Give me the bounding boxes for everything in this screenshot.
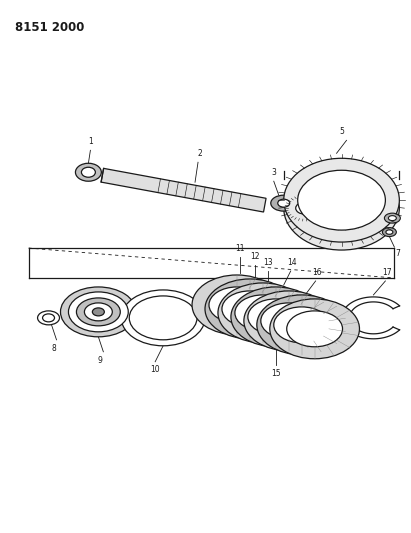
- Ellipse shape: [386, 230, 393, 235]
- Ellipse shape: [270, 299, 360, 359]
- Ellipse shape: [43, 314, 55, 322]
- Ellipse shape: [76, 298, 120, 326]
- Text: 10: 10: [150, 365, 160, 374]
- Ellipse shape: [284, 158, 399, 242]
- Text: 1: 1: [88, 138, 93, 147]
- Text: 15: 15: [271, 369, 281, 378]
- Ellipse shape: [121, 290, 205, 346]
- Ellipse shape: [76, 163, 102, 181]
- Ellipse shape: [271, 195, 297, 211]
- Ellipse shape: [231, 287, 321, 347]
- Ellipse shape: [69, 292, 128, 332]
- Ellipse shape: [244, 291, 334, 351]
- Text: 12: 12: [250, 252, 260, 261]
- Ellipse shape: [287, 311, 342, 347]
- Ellipse shape: [235, 295, 291, 331]
- Ellipse shape: [222, 291, 278, 327]
- Ellipse shape: [298, 170, 386, 230]
- Ellipse shape: [84, 303, 112, 321]
- Ellipse shape: [60, 287, 136, 337]
- Text: 3: 3: [271, 168, 276, 177]
- Ellipse shape: [192, 275, 282, 335]
- Ellipse shape: [261, 303, 316, 339]
- Ellipse shape: [288, 197, 321, 219]
- Ellipse shape: [384, 213, 400, 223]
- Text: 13: 13: [263, 258, 272, 267]
- Ellipse shape: [284, 166, 399, 250]
- Ellipse shape: [248, 299, 304, 335]
- Ellipse shape: [37, 311, 60, 325]
- Text: 16: 16: [312, 268, 321, 277]
- Text: 7: 7: [395, 249, 400, 258]
- Ellipse shape: [296, 202, 314, 214]
- Text: 8151 2000: 8151 2000: [15, 21, 84, 34]
- Text: 11: 11: [235, 244, 245, 253]
- Text: 14: 14: [287, 258, 296, 267]
- Text: 5: 5: [339, 127, 344, 136]
- Ellipse shape: [205, 279, 295, 339]
- Text: 6: 6: [385, 189, 390, 198]
- Ellipse shape: [218, 283, 308, 343]
- Text: 17: 17: [383, 268, 392, 277]
- Ellipse shape: [382, 228, 396, 237]
- Ellipse shape: [278, 199, 290, 207]
- Ellipse shape: [388, 216, 396, 221]
- Ellipse shape: [209, 287, 265, 323]
- Text: 9: 9: [98, 356, 103, 365]
- Text: 8: 8: [51, 344, 56, 353]
- Ellipse shape: [81, 167, 95, 177]
- Text: 2: 2: [198, 149, 202, 158]
- Ellipse shape: [92, 308, 104, 316]
- Ellipse shape: [129, 296, 197, 340]
- Text: 4: 4: [308, 173, 313, 182]
- Ellipse shape: [257, 295, 346, 355]
- Ellipse shape: [274, 307, 330, 343]
- Polygon shape: [101, 168, 266, 212]
